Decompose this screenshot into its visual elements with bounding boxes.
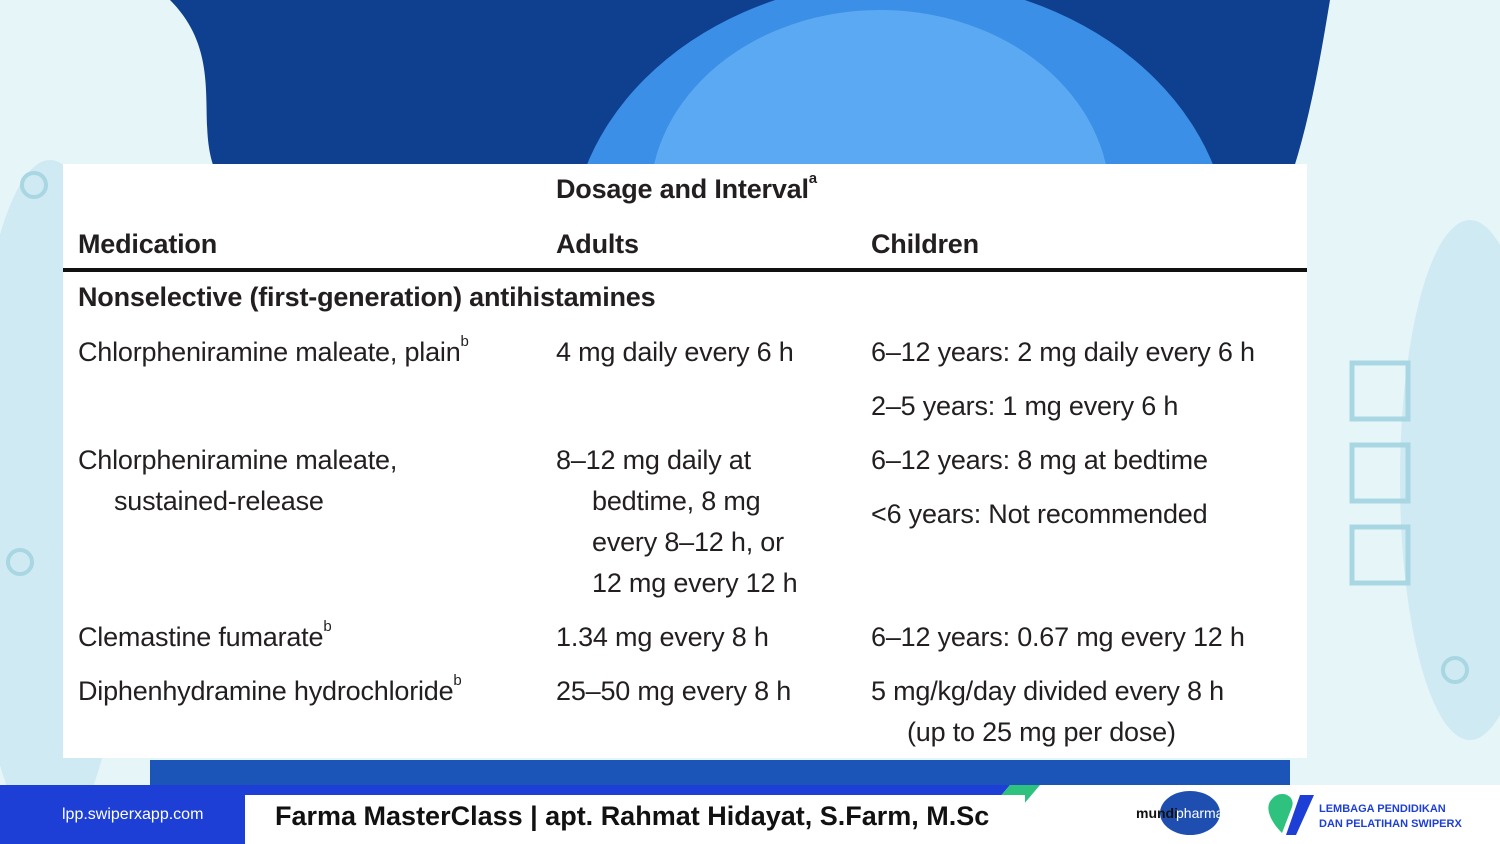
footer-title: Farma MasterClass | apt. Rahmat Hidayat,… bbox=[275, 801, 989, 831]
child-dose-text: 6–12 years: 2 mg daily every 6 h bbox=[871, 337, 1255, 367]
child-dose-text: (up to 25 mg per dose) bbox=[907, 717, 1176, 747]
medication: Chlorpheniramine maleate, bbox=[78, 445, 397, 476]
child-dose: 6–12 years: 2 mg daily every 6 h bbox=[871, 337, 1255, 368]
sponsor-text: mundi bbox=[1136, 805, 1178, 821]
org-text: DAN PELATIHAN SWIPERX bbox=[1319, 818, 1462, 830]
footer: lpp.swiperxapp.com Farma MasterClass | a… bbox=[0, 785, 1500, 844]
adult-dose-text: 8–12 mg daily at bbox=[556, 445, 751, 475]
column-header-text: Children bbox=[871, 229, 979, 259]
checkboxes bbox=[1349, 360, 1411, 586]
blue-bottom bbox=[150, 760, 1290, 785]
adult-dose: 25–50 mg every 8 h bbox=[556, 676, 791, 707]
child-dose-text: 6–12 years: 0.67 mg every 12 h bbox=[871, 622, 1245, 652]
table-title: Dosage and Intervala bbox=[556, 170, 817, 205]
medication-text: Chlorpheniramine maleate, plain bbox=[78, 337, 461, 367]
adult-dose-text: 25–50 mg every 8 h bbox=[556, 676, 792, 706]
adult-dose: 4 mg daily every 6 h bbox=[556, 337, 794, 368]
title-box bbox=[245, 795, 1025, 844]
org-logo bbox=[1286, 795, 1314, 835]
footer-url: lpp.swiperxapp.com bbox=[62, 806, 203, 823]
dosage-table: Dosage and Intervala Medication Adults Chil… bbox=[63, 164, 1307, 758]
medication: Diphenhydramine hydrochlorideb bbox=[78, 672, 462, 707]
right-shape bbox=[1400, 220, 1500, 740]
deco-circle bbox=[6, 548, 34, 576]
adult-dose: bedtime, 8 mg bbox=[592, 486, 761, 517]
adult-dose: 12 mg every 12 h bbox=[592, 568, 798, 599]
column-header: Children bbox=[871, 229, 979, 260]
footnote-mark: b bbox=[323, 618, 332, 635]
medication: Chlorpheniramine maleate, plainb bbox=[78, 333, 469, 368]
deco-circle bbox=[20, 171, 48, 199]
section-heading-text: Nonselective (first-generation) antihist… bbox=[78, 282, 656, 312]
child-dose: 6–12 years: 8 mg at bedtime bbox=[871, 445, 1208, 476]
adult-dose: every 8–12 h, or bbox=[592, 527, 784, 558]
child-dose: 2–5 years: 1 mg every 6 h bbox=[871, 391, 1178, 422]
child-dose: 6–12 years: 0.67 mg every 12 h bbox=[871, 622, 1245, 653]
adult-dose-text: 12 mg every 12 h bbox=[592, 568, 798, 598]
child-dose: (up to 25 mg per dose) bbox=[907, 717, 1176, 748]
sponsor-text: pharma bbox=[1176, 805, 1224, 821]
adult-dose-text: 1.34 mg every 8 h bbox=[556, 622, 769, 652]
child-dose-text: 2–5 years: 1 mg every 6 h bbox=[871, 391, 1179, 421]
deco-circle bbox=[1441, 656, 1469, 684]
adult-dose-text: bedtime, 8 mg bbox=[592, 486, 761, 516]
org-logo bbox=[1268, 793, 1293, 833]
child-dose: 5 mg/kg/day divided every 8 h bbox=[871, 676, 1224, 707]
child-dose-text: <6 years: Not recommended bbox=[871, 499, 1208, 529]
column-header-text: Adults bbox=[556, 229, 639, 259]
medication-text: Chlorpheniramine maleate, bbox=[78, 445, 398, 475]
section-heading: Nonselective (first-generation) antihist… bbox=[78, 282, 656, 313]
footnote-mark: b bbox=[453, 672, 462, 689]
child-dose-text: 5 mg/kg/day divided every 8 h bbox=[871, 676, 1224, 706]
table-title-text: Dosage and Interval bbox=[556, 174, 809, 204]
footnote-mark: b bbox=[460, 333, 469, 350]
column-header-text: Medication bbox=[78, 229, 218, 259]
row-band bbox=[63, 215, 1307, 268]
adult-dose-text: 4 mg daily every 6 h bbox=[556, 337, 794, 367]
footnote-mark: a bbox=[808, 170, 817, 187]
sponsor-logo bbox=[1160, 791, 1220, 835]
org-text: LEMBAGA PENDIDIKAN bbox=[1319, 803, 1446, 815]
column-header: Medication bbox=[78, 229, 217, 260]
medication: sustained-release bbox=[114, 486, 324, 517]
adult-dose: 8–12 mg daily at bbox=[556, 445, 751, 476]
child-dose: <6 years: Not recommended bbox=[871, 499, 1208, 530]
medication-text: Clemastine fumarate bbox=[78, 622, 324, 652]
medication: Clemastine fumarateb bbox=[78, 618, 332, 653]
adult-dose: 1.34 mg every 8 h bbox=[556, 622, 769, 653]
medication-text: sustained-release bbox=[114, 486, 324, 516]
header-rule bbox=[63, 268, 1307, 272]
column-header: Adults bbox=[556, 229, 639, 260]
medication-text: Diphenhydramine hydrochloride bbox=[78, 676, 454, 706]
child-dose-text: 6–12 years: 8 mg at bedtime bbox=[871, 445, 1208, 475]
adult-dose-text: every 8–12 h, or bbox=[592, 527, 784, 557]
